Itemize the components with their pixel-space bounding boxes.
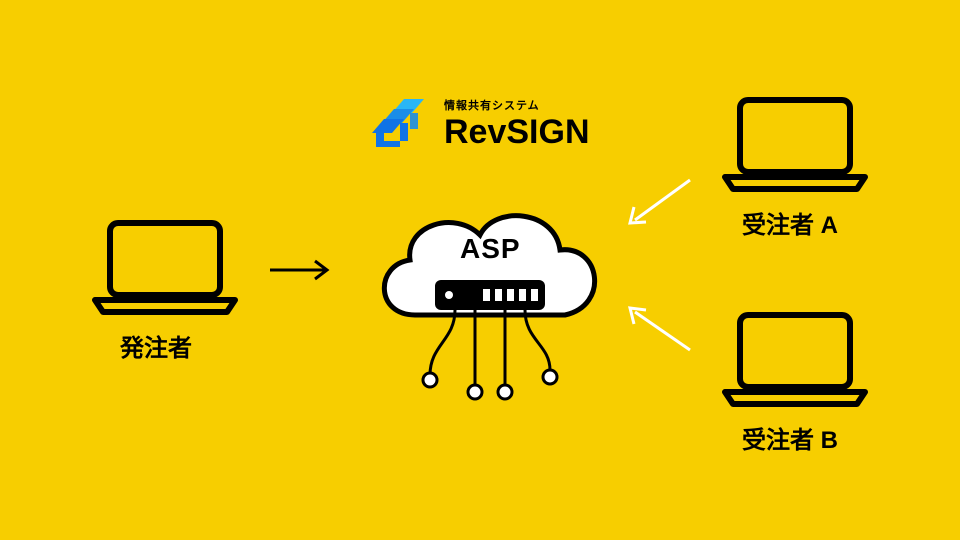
left-laptop-label: 発注者 [120, 328, 192, 363]
laptop-icon [720, 95, 870, 195]
logo-title: RevSIGN [444, 113, 590, 152]
arrow-left [265, 255, 345, 290]
laptop-icon [720, 310, 870, 410]
right-bottom-laptop-label: 受注者 B [742, 420, 838, 455]
laptop-icon [90, 218, 240, 318]
cloud-asp: ASP [355, 185, 615, 440]
cloud-icon [355, 185, 615, 435]
arrow-right-top [620, 175, 700, 240]
right-top-laptop-label: 受注者 A [742, 205, 838, 240]
logo-subtitle: 情報共有システム [444, 97, 590, 113]
logo-icon [370, 95, 434, 153]
left-laptop: 発注者 [90, 218, 240, 318]
arrow-right-bottom [620, 300, 700, 365]
revsign-logo: 情報共有システム RevSIGN [370, 95, 590, 153]
cloud-label: ASP [460, 233, 521, 265]
right-bottom-laptop: 受注者 B [720, 310, 870, 410]
right-top-laptop: 受注者 A [720, 95, 870, 195]
